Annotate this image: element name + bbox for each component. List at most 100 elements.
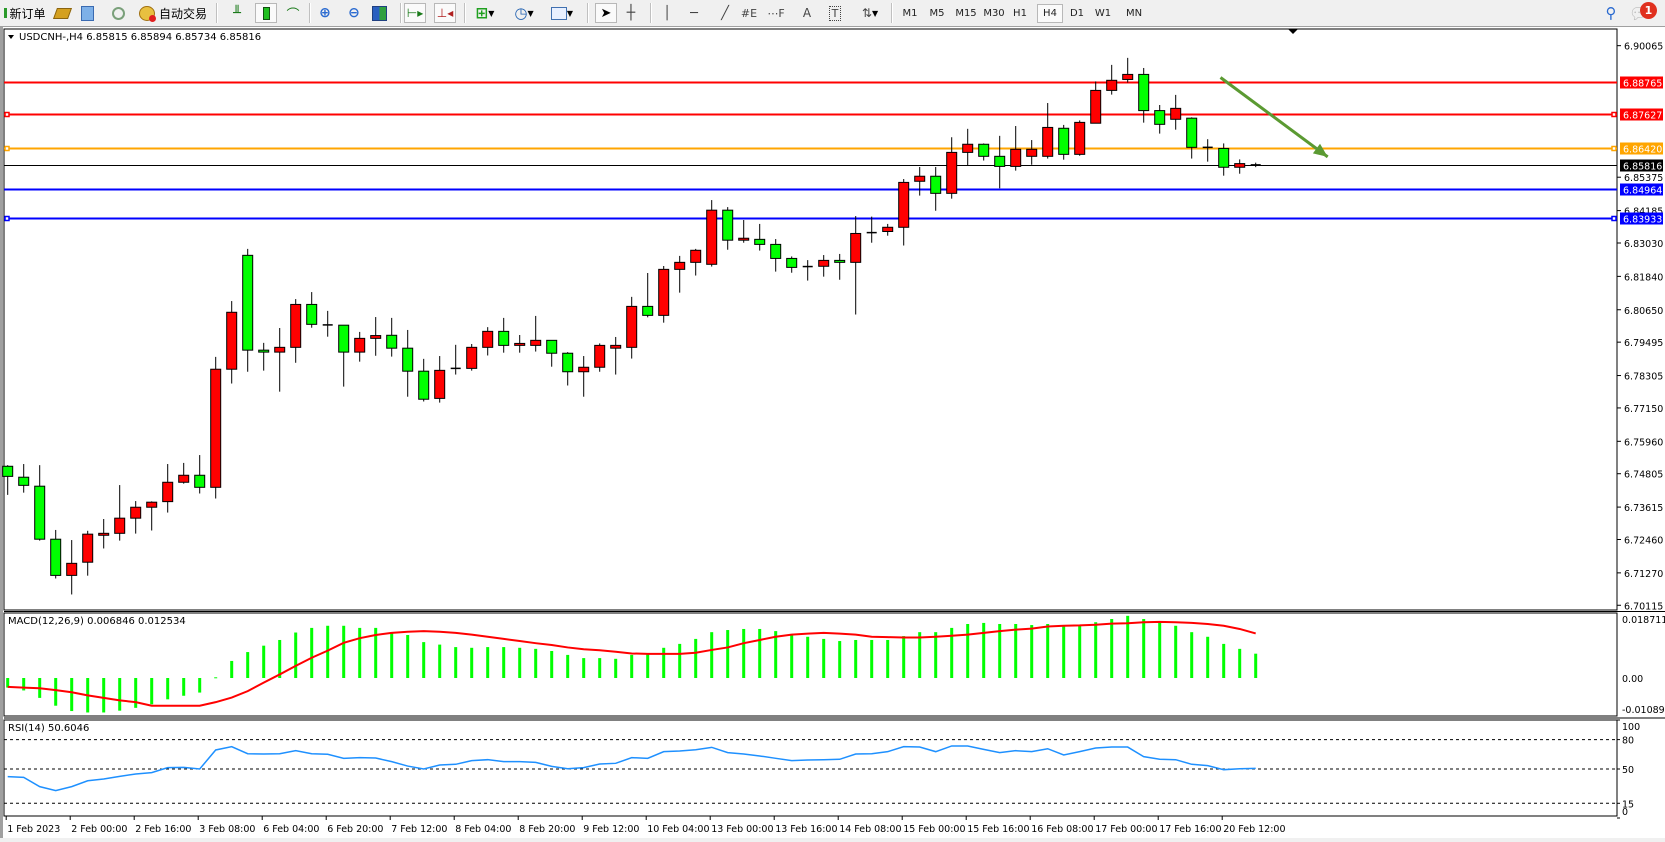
candle[interactable] (1138, 67, 1150, 123)
timeframe-mn-button[interactable]: MN (1125, 8, 1143, 19)
fibonacci-button[interactable]: #E (739, 3, 759, 23)
candle[interactable] (1154, 104, 1166, 134)
candle[interactable] (546, 339, 558, 367)
fibo-fan-button[interactable]: ⋯F (766, 3, 786, 23)
candle[interactable] (882, 223, 894, 236)
line-handle[interactable] (1611, 215, 1617, 222)
new-order-button[interactable]: 新订单 (2, 3, 48, 23)
timeframe-h4-button[interactable]: H4 (1037, 4, 1063, 23)
candle[interactable] (914, 166, 926, 196)
search-button[interactable]: ⚲ (1601, 3, 1621, 23)
candle[interactable] (754, 223, 766, 251)
candle[interactable] (578, 356, 590, 397)
timeframe-m30-button[interactable]: M30 (983, 8, 1005, 19)
vertical-line-button[interactable]: │ (657, 3, 677, 23)
text-button[interactable]: A (797, 3, 817, 23)
candle[interactable] (674, 255, 686, 293)
candle[interactable] (226, 301, 238, 384)
candle[interactable] (82, 530, 94, 576)
candle[interactable] (1074, 120, 1086, 156)
candle[interactable] (130, 501, 142, 534)
timeframe-d1-button[interactable]: D1 (1069, 8, 1085, 19)
horizontal-line-button[interactable]: ─ (684, 3, 704, 23)
candle[interactable] (178, 462, 190, 484)
candle[interactable] (242, 248, 254, 372)
candlestick-button[interactable] (255, 3, 277, 23)
candle[interactable] (866, 216, 877, 243)
candle[interactable] (1010, 126, 1022, 171)
navigator-button[interactable] (77, 3, 97, 23)
trendline-button[interactable]: ╱ (715, 3, 735, 23)
candle[interactable] (290, 299, 302, 363)
timeframe-m1-button[interactable]: M1 (902, 8, 918, 19)
candle[interactable] (322, 310, 333, 337)
crosshair-button[interactable]: ┼ (621, 3, 641, 23)
candle[interactable] (994, 135, 1006, 189)
candle[interactable] (466, 343, 478, 371)
candle[interactable] (210, 356, 222, 499)
candle[interactable] (1234, 159, 1246, 174)
line-chart-button[interactable]: ⌒ (283, 3, 303, 23)
candle[interactable] (274, 327, 286, 392)
candle[interactable] (146, 501, 158, 531)
candle[interactable] (1090, 81, 1102, 124)
candle[interactable] (722, 207, 734, 250)
candle[interactable] (946, 137, 958, 199)
candle[interactable] (434, 356, 446, 403)
candle[interactable] (626, 296, 638, 359)
candle[interactable] (834, 253, 846, 280)
candle[interactable] (482, 327, 494, 356)
candle[interactable] (562, 352, 574, 386)
text-label-button[interactable]: T (825, 3, 845, 23)
candle[interactable] (1106, 64, 1118, 95)
chart-shift-marker-icon[interactable] (1288, 29, 1298, 34)
candle[interactable] (114, 485, 126, 541)
candle[interactable] (498, 317, 510, 353)
candle[interactable] (34, 465, 46, 541)
line-handle[interactable] (1611, 145, 1617, 152)
candle[interactable] (658, 265, 670, 323)
candle[interactable] (738, 219, 750, 243)
timeframe-m5-button[interactable]: M5 (929, 8, 945, 19)
candle[interactable] (1250, 162, 1261, 168)
candle[interactable] (194, 455, 206, 494)
chart-shift-button[interactable]: ⊢▸ (404, 3, 426, 23)
candle[interactable] (66, 540, 78, 595)
tile-windows-button[interactable] (369, 3, 389, 23)
candle[interactable] (770, 239, 782, 272)
candle[interactable] (162, 464, 174, 513)
candle[interactable] (18, 464, 30, 493)
indicators-button[interactable]: ⊞ ▼ (469, 3, 501, 23)
candle[interactable] (1026, 140, 1038, 165)
candle[interactable] (706, 200, 718, 267)
candle[interactable] (2, 465, 14, 495)
candle[interactable] (50, 529, 62, 579)
candle[interactable] (610, 336, 622, 375)
line-handle[interactable] (4, 215, 10, 222)
candle[interactable] (1170, 94, 1182, 130)
bar-chart-button[interactable]: ╨ (227, 3, 247, 23)
candle[interactable] (514, 335, 526, 353)
candle[interactable] (354, 331, 366, 362)
zoom-in-button[interactable]: ⊕ (315, 3, 335, 23)
periods-button[interactable]: ◷ ▼ (508, 3, 540, 23)
candle[interactable] (786, 256, 798, 273)
timeframe-h1-button[interactable]: H1 (1013, 8, 1027, 19)
market-watch-button[interactable] (52, 3, 72, 23)
cursor-button[interactable]: ➤ (595, 3, 617, 23)
candle[interactable] (818, 255, 830, 277)
timeframe-w1-button[interactable]: W1 (1094, 8, 1112, 19)
candle[interactable] (450, 344, 461, 375)
candle[interactable] (258, 342, 270, 371)
candle[interactable] (386, 317, 398, 357)
signals-button[interactable] (108, 3, 128, 23)
candle[interactable] (642, 273, 654, 318)
candle[interactable] (1218, 143, 1230, 176)
candle[interactable] (962, 128, 974, 166)
candle[interactable] (338, 324, 350, 387)
chart-menu-triangle-icon[interactable] (8, 35, 14, 39)
line-handle[interactable] (4, 111, 10, 118)
line-handle[interactable] (1611, 111, 1617, 118)
candle[interactable] (418, 358, 430, 402)
